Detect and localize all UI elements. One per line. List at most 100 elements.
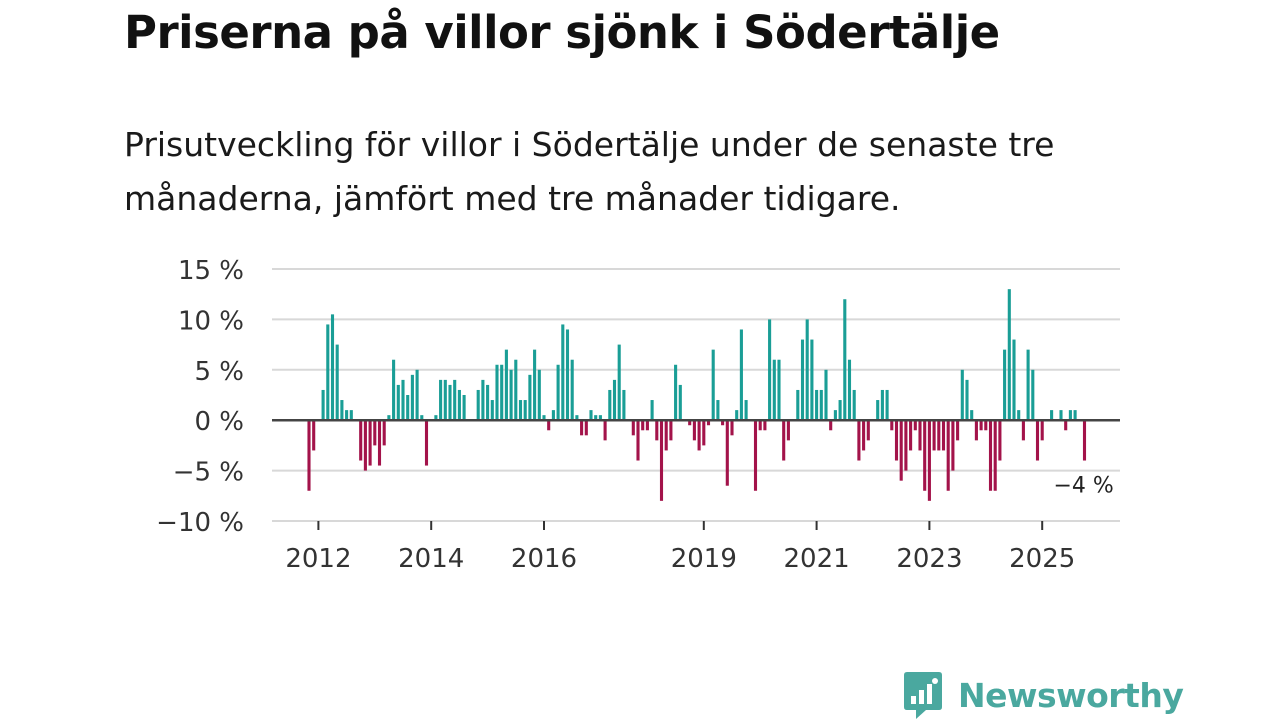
bar: [453, 379, 457, 421]
bar: [1059, 410, 1063, 421]
bar: [457, 389, 461, 421]
bar: [974, 420, 978, 441]
y-tick-label: −5 %: [173, 458, 244, 488]
bar: [1050, 410, 1054, 421]
bar: [744, 400, 748, 421]
bar: [786, 420, 790, 441]
y-tick-label: 5 %: [194, 357, 244, 387]
bar: [899, 420, 903, 481]
bar: [636, 420, 640, 461]
bar: [1073, 410, 1077, 421]
bar: [608, 389, 612, 421]
bar: [1026, 349, 1030, 421]
bar: [392, 359, 396, 421]
bar: [956, 420, 960, 441]
bar: [603, 420, 607, 441]
bar: [345, 410, 349, 421]
x-tick-label: 2019: [671, 544, 737, 574]
x-axis-labels: 2012 2014 2016 2019 2021 2023 2025: [285, 521, 1075, 574]
newsworthy-logo: Newsworthy: [902, 670, 1184, 720]
bar: [923, 420, 927, 491]
bar: [1064, 420, 1068, 431]
bar: [706, 420, 711, 426]
bar: [678, 384, 682, 421]
bar: [664, 420, 668, 451]
bar: [401, 379, 405, 421]
bar: [448, 384, 452, 421]
bar: [589, 410, 593, 421]
bar: [946, 420, 950, 491]
bar: [439, 379, 443, 421]
bar: [486, 384, 490, 421]
bar: [979, 420, 983, 431]
chart-bubble-icon: [904, 672, 942, 719]
bar: [1068, 410, 1072, 421]
bar: [500, 364, 504, 421]
bar: [1003, 349, 1007, 421]
bar: [1082, 420, 1087, 461]
bar: [363, 420, 367, 471]
bar: [970, 410, 974, 421]
bar: [1021, 420, 1025, 441]
bar: [476, 389, 480, 421]
bar: [1012, 339, 1016, 421]
bar: [1040, 420, 1044, 441]
bar: [824, 369, 828, 421]
bar: [655, 420, 659, 441]
bar: [617, 344, 621, 421]
bar: [514, 359, 518, 421]
bar: [565, 329, 570, 421]
bar: [819, 389, 823, 421]
bar: [410, 374, 414, 421]
bar: [481, 379, 485, 421]
bar: [669, 420, 673, 441]
bar: [424, 420, 429, 466]
bar: [852, 389, 856, 421]
bar: [528, 374, 532, 421]
y-tick-label: 0 %: [194, 407, 244, 437]
bar: [556, 364, 560, 421]
bar: [965, 379, 969, 421]
bar: [330, 314, 335, 421]
bar: [612, 379, 617, 421]
bar: [805, 319, 809, 421]
bar: [847, 359, 852, 421]
bar: [584, 420, 588, 436]
bar: [551, 410, 555, 421]
bar: [885, 389, 889, 421]
bar: [659, 420, 664, 501]
brand-name: Newsworthy: [958, 675, 1184, 715]
bars: [307, 289, 1087, 501]
bar: [913, 420, 917, 431]
bar: [904, 420, 908, 471]
y-tick-label: 15 %: [178, 256, 244, 286]
bar: [866, 420, 870, 441]
bar: [490, 400, 494, 421]
bar: [941, 420, 946, 451]
bar: [730, 420, 734, 436]
bar: [533, 349, 537, 421]
bar: [1007, 289, 1011, 421]
bar: [735, 410, 739, 421]
bar: [1035, 420, 1040, 461]
bar: [772, 359, 776, 421]
bar: [312, 420, 316, 451]
x-axis: [272, 418, 1120, 522]
x-tick-label: 2023: [896, 544, 962, 574]
bar: [927, 420, 931, 501]
bar: [782, 420, 786, 461]
bar: [768, 319, 772, 421]
bar: [815, 389, 819, 421]
bar: [800, 339, 805, 421]
bar: [359, 420, 363, 461]
bar: [645, 420, 649, 431]
bar: [396, 384, 400, 421]
bar: [716, 400, 720, 421]
bar: [951, 420, 955, 471]
bar: [509, 369, 513, 421]
bar: [650, 400, 654, 421]
bar: [570, 359, 574, 421]
bar: [495, 364, 499, 421]
bar: [518, 400, 523, 421]
x-tick-label: 2025: [1009, 544, 1075, 574]
